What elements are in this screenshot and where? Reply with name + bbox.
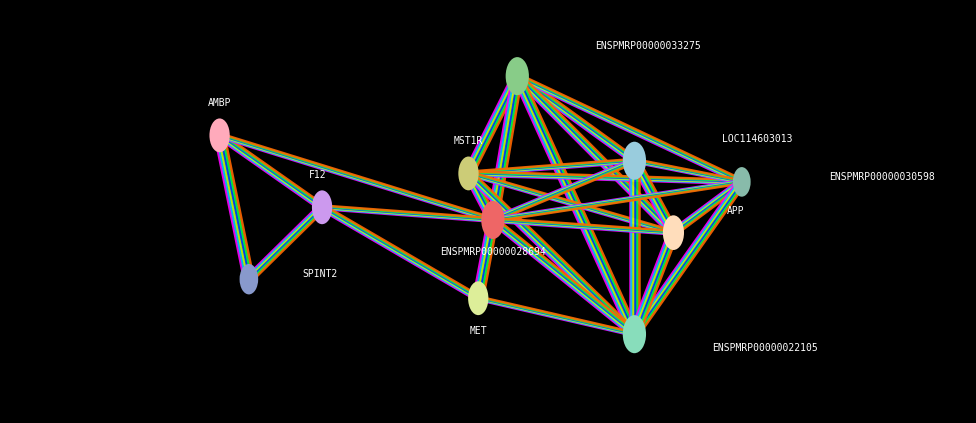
Ellipse shape [623, 142, 646, 180]
Text: ENSPMRP00000028694: ENSPMRP00000028694 [440, 247, 546, 258]
Ellipse shape [623, 315, 646, 353]
Text: ENSPMRP00000022105: ENSPMRP00000022105 [712, 343, 818, 353]
Text: MET: MET [469, 326, 487, 336]
Ellipse shape [506, 57, 529, 95]
Ellipse shape [239, 264, 259, 294]
Text: ENSPMRP00000033275: ENSPMRP00000033275 [595, 41, 701, 51]
Ellipse shape [468, 281, 488, 315]
Text: F12: F12 [308, 170, 326, 180]
Text: MST1R: MST1R [454, 136, 483, 146]
Text: APP: APP [727, 206, 745, 216]
Ellipse shape [733, 167, 751, 197]
Text: SPINT2: SPINT2 [303, 269, 338, 279]
Ellipse shape [210, 118, 229, 152]
Ellipse shape [481, 201, 505, 239]
Ellipse shape [459, 157, 478, 190]
Text: LOC114603013: LOC114603013 [722, 134, 793, 144]
Text: ENSPMRP00000030598: ENSPMRP00000030598 [830, 172, 935, 182]
Ellipse shape [663, 215, 684, 250]
Text: AMBP: AMBP [208, 98, 231, 108]
Ellipse shape [312, 190, 332, 224]
